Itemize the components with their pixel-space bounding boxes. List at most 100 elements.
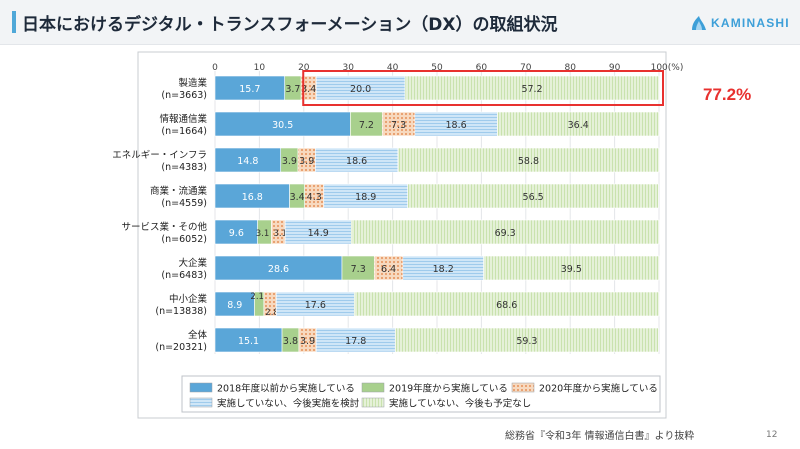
bar-value-label: 3.9 [282,156,297,167]
x-tick-label: 20 [298,63,310,73]
x-tick-label: 10 [254,63,266,73]
bar-value-label: 3.9 [299,156,314,167]
x-tick-label: 0 [212,63,218,73]
bar-segment [483,255,660,281]
category-n: (n=20321) [155,342,207,353]
x-axis-ticks: 0 10 20 30 40 50 60 70 80 90 100(%) [212,63,683,73]
bar-value-label: 7.3 [391,120,406,131]
legend-label: 実施していない、今後も予定なし [389,398,531,410]
bar-value-label: 30.5 [272,120,293,131]
bar-value-label: 18.6 [346,156,367,167]
highlight-value: 77.2% [703,85,751,104]
bar-value-label: 14.8 [237,156,258,167]
bar-value-label: 15.7 [239,84,260,95]
bar-segment [323,183,408,209]
bar-value-label: 6.4 [381,264,396,275]
legend-label: 2018年度以前から実施している [217,383,355,395]
bar-segment [497,111,660,137]
bar-value-label: 17.8 [345,336,366,347]
x-tick-label: 70 [520,63,532,73]
source-note: 総務省『令和3年 情報通信白書』より抜粋 [505,431,695,442]
bar-segment [214,183,290,209]
bar-segment [354,291,660,317]
logo-text: KAMINASHI [711,16,790,30]
highlight-group: 77.2% [302,70,751,106]
bar-value-label: 14.9 [308,228,329,239]
category-n: (n=6052) [161,234,207,245]
bar-value-label: 69.3 [495,228,516,239]
bar-value-label: 15.1 [238,336,259,347]
category-n: (n=4559) [161,198,207,209]
bar-value-label: 8.9 [227,300,242,311]
bar-segment [284,219,352,245]
bar-value-label: 7.2 [359,120,374,131]
bar-segment [374,255,404,281]
bar-segment [214,291,255,317]
bar-value-label: 2.8 [265,308,279,318]
bar-segment [214,111,351,137]
page-title: 日本におけるデジタル・トランスフォーメーション（DX）の取組状況 [22,15,558,35]
bar-segment [214,219,258,245]
legend-label: 2019年度から実施している [389,383,508,395]
bar-segment [315,75,406,101]
bar-segment [404,75,660,101]
bar-segment [394,327,659,353]
header-bar: 日本におけるデジタル・トランスフォーメーション（DX）の取組状況 KAMINAS… [0,0,800,45]
x-tick-label: 80 [564,63,576,73]
bar-segment [214,75,286,101]
bar-value-label: 2.1 [250,292,264,302]
category-name: 製造業 [178,77,207,89]
bar-segment [407,183,659,209]
bar-value-label: 17.6 [305,300,326,311]
category-name: 全体 [188,329,208,341]
bar-segment [382,111,416,137]
legend-swatch [189,397,213,408]
category-name: エネルギー・インフラ [112,150,207,161]
bar-value-label: 58.8 [518,156,539,167]
bar-value-label: 57.2 [521,84,542,95]
bar-value-label: 9.6 [229,228,244,239]
bar-segment [315,147,399,173]
category-name: 商業・流通業 [150,185,208,197]
legend-label: 実施していない、今後実施を検討 [217,398,360,410]
bar-segment [414,111,498,137]
bar-segment [214,255,343,281]
legend-label: 2020年度から実施している [539,383,658,395]
bar-value-label: 59.3 [516,336,537,347]
highlight-box [302,70,664,106]
bar-value-label: 3.9 [300,336,315,347]
bar-value-label: 3.4 [301,84,316,95]
x-tick-label: 30 [342,63,354,73]
category-n: (n=6483) [161,270,207,281]
bar-value-label: 18.6 [446,120,467,131]
legend-swatch [361,382,385,393]
bar-value-label: 36.4 [568,120,589,131]
kaminashi-logo: KAMINASHI [690,13,790,33]
bar-value-label: 3.4 [290,192,305,203]
category-n: (n=3663) [161,90,207,101]
bar-value-label: 7.3 [351,264,366,275]
x-tick-label: 40 [387,63,399,73]
page-number: 12 [766,430,778,440]
bar-segment [397,147,660,173]
legend-swatch [189,382,213,393]
x-tick-label: 100(%) [651,63,684,73]
x-tick-label: 50 [431,63,443,73]
bar-value-label: 3.1 [256,229,270,239]
legend-frame [181,375,661,413]
category-name: 中小企業 [169,293,208,305]
bar-segment [350,111,383,137]
bar-segment [402,255,484,281]
bar-value-label: 3.8 [283,336,298,347]
legend-swatch [361,397,385,408]
bar-value-label: 4.3 [307,192,322,203]
category-name: 大企業 [178,257,207,269]
bar-value-label: 16.8 [242,192,263,203]
bar-segment [214,147,282,173]
logo-mark-icon [692,16,706,30]
category-labels: 製造業(n=3663) 情報通信業(n=1664) エネルギー・インフラ(n=438… [112,77,207,353]
bar-segments: 15.7 3.7 3.4 20.0 57.230.5 7.2 7.3 18.6 36.414.8… [214,75,660,353]
bar-value-label: 39.5 [561,264,582,275]
title-accent-bar [12,11,16,33]
